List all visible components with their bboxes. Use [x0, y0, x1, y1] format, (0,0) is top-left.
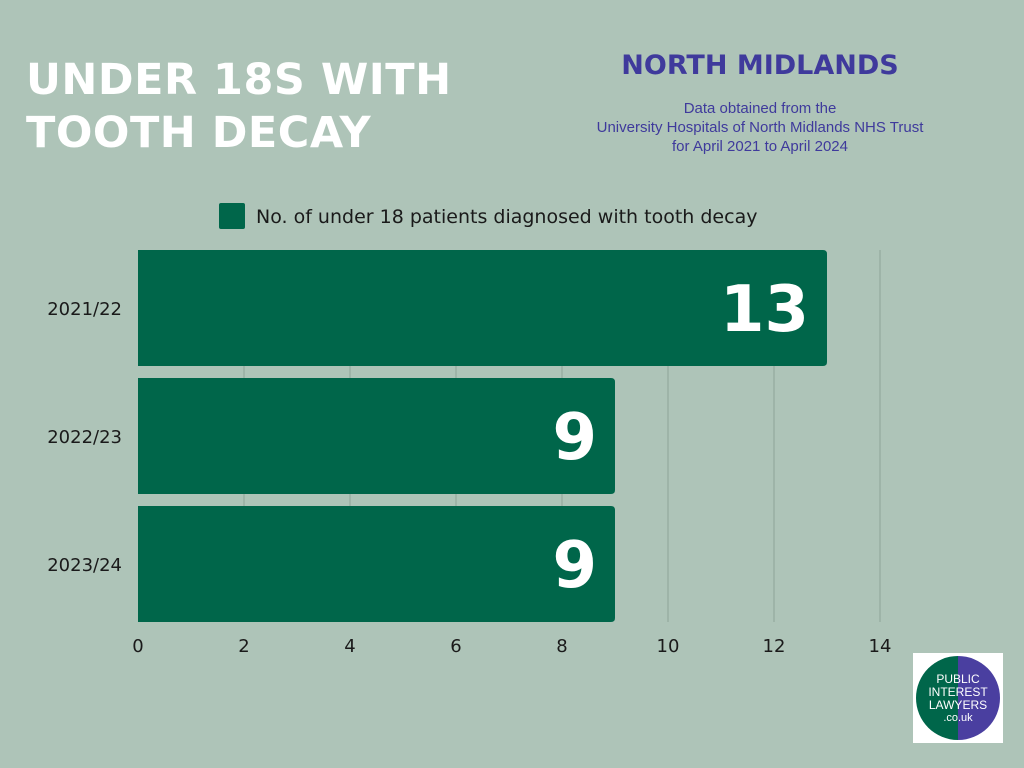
- category-label-2023/24: 2023/24: [47, 555, 122, 576]
- source-line-1: Data obtained from the: [683, 100, 837, 117]
- logo-text-3: LAWYERS: [929, 698, 987, 712]
- bar-2022/23: [138, 378, 615, 494]
- chart-title-line-2: TOOTH DECAY: [26, 108, 372, 158]
- logo-text-1: PUBLIC: [936, 672, 980, 686]
- category-label-2022/23: 2022/23: [47, 427, 122, 448]
- x-tick-label-1: 2: [238, 636, 249, 657]
- public-interest-lawyers-logo: PUBLIC INTEREST LAWYERS .co.uk: [913, 653, 1003, 743]
- x-tick-label-4: 8: [556, 636, 567, 657]
- data-label-2023/24: 9: [552, 529, 597, 603]
- x-tick-label-5: 10: [657, 636, 680, 657]
- source-line-2: University Hospitals of North Midlands N…: [596, 119, 924, 136]
- source-line-3: for April 2021 to April 2024: [672, 138, 848, 155]
- data-label-2021/22: 13: [720, 273, 809, 347]
- x-tick-label-6: 12: [763, 636, 786, 657]
- logo-circle-left: [916, 656, 958, 740]
- data-label-2022/23: 9: [552, 401, 597, 475]
- logo-text-4: .co.uk: [943, 712, 973, 724]
- legend-label: No. of under 18 patients diagnosed with …: [256, 206, 757, 228]
- x-tick-label-3: 6: [450, 636, 461, 657]
- source-note: Data obtained from the University Hospit…: [540, 99, 980, 156]
- x-tick-label-2: 4: [344, 636, 355, 657]
- legend-swatch: [219, 203, 245, 229]
- bar-2021/22: [138, 250, 827, 366]
- logo-circle-right: [958, 656, 1000, 740]
- category-label-2021/22: 2021/22: [47, 299, 122, 320]
- chart-title-line-1: UNDER 18S WITH: [26, 55, 452, 105]
- logo-badge: PUBLIC INTEREST LAWYERS .co.uk: [916, 656, 1000, 740]
- x-tick-label-0: 0: [132, 636, 143, 657]
- region-heading: NORTH MIDLANDS: [621, 50, 899, 81]
- chart-title: UNDER 18S WITH TOOTH DECAY: [26, 54, 546, 160]
- logo-text-2: INTEREST: [928, 685, 988, 699]
- bar-2023/24: [138, 506, 615, 622]
- x-tick-label-7: 14: [869, 636, 892, 657]
